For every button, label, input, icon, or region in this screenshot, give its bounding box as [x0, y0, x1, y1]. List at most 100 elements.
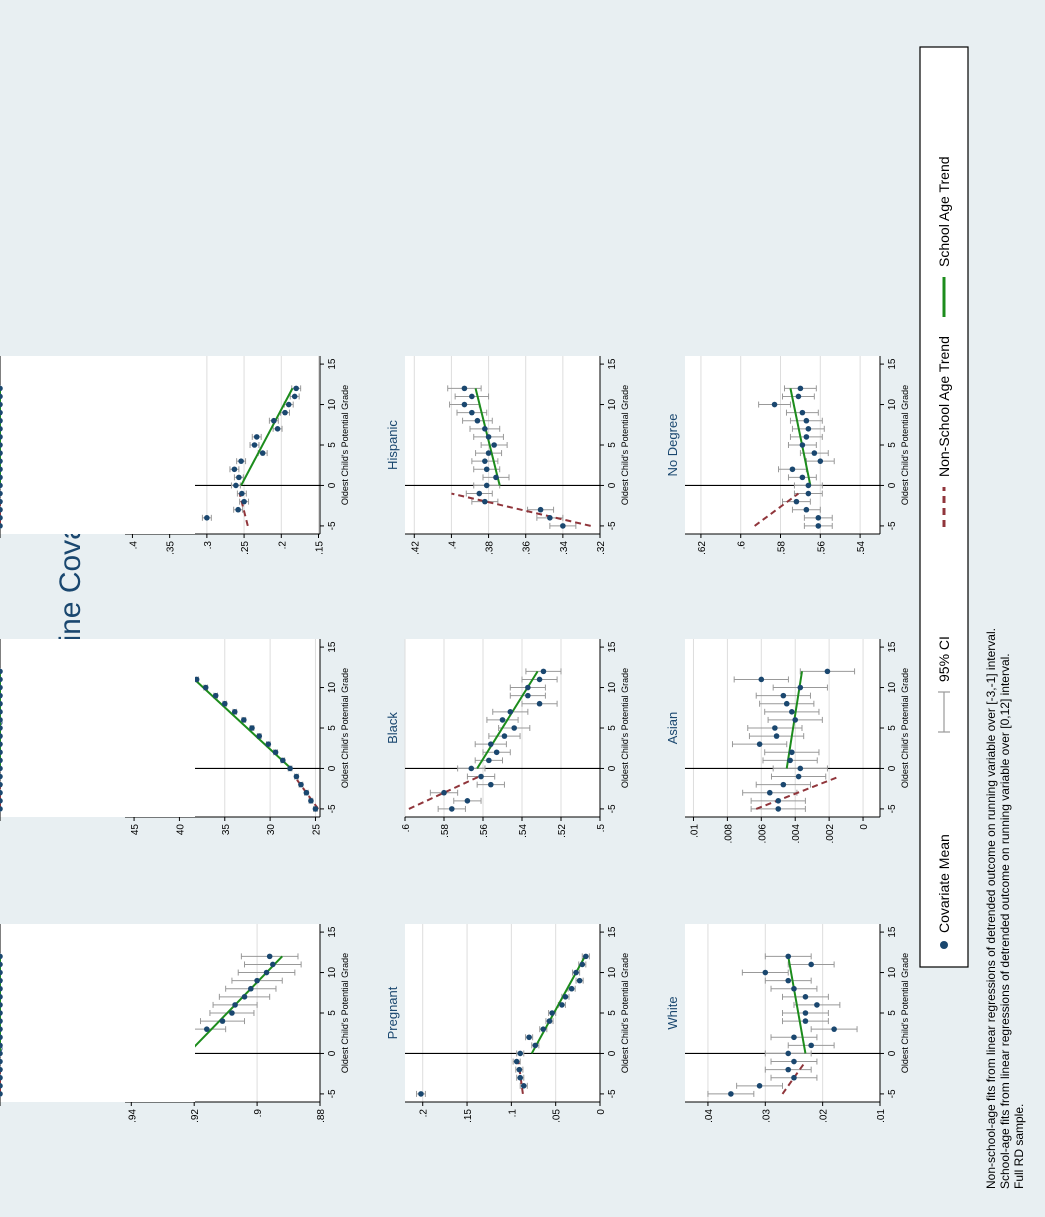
data-point — [501, 733, 508, 739]
panel-asian: Asian 0 .002 .004 .006 .008 .01 -5 0 5 10 15 Oldest … — [665, 639, 910, 843]
y-tick-label: .01 — [876, 1109, 887, 1123]
data-point — [791, 1034, 797, 1041]
data-point — [560, 523, 566, 529]
data-point — [583, 953, 589, 960]
y-tick-label: .03 — [0, 824, 3, 838]
data-point — [0, 506, 3, 513]
data-point — [805, 490, 812, 497]
data-point — [797, 385, 804, 392]
x-axis-label: Oldest Child's Potential Grade — [340, 385, 350, 505]
x-tick-label: -5 — [607, 804, 618, 813]
data-point — [280, 757, 286, 764]
data-point — [312, 806, 319, 812]
data-point — [0, 442, 3, 448]
y-tick-label: .34 — [0, 1109, 3, 1123]
data-point — [0, 977, 3, 984]
data-point — [272, 749, 279, 756]
y-tick-label: .15 — [315, 541, 326, 555]
data-point — [485, 434, 492, 440]
data-point — [0, 953, 3, 960]
data-point — [202, 684, 209, 691]
y-tick-label: .52 — [557, 824, 568, 838]
data-point — [516, 1066, 523, 1073]
data-point — [568, 985, 575, 992]
x-axis-label: Oldest Child's Potential Grade — [340, 953, 350, 1073]
panel-title: Asian — [665, 712, 680, 745]
data-point — [799, 474, 806, 481]
data-point — [824, 668, 831, 675]
data-point — [0, 798, 3, 804]
data-point — [0, 994, 3, 1000]
data-point — [468, 765, 475, 772]
data-point — [293, 773, 300, 780]
data-point — [0, 717, 3, 723]
data-point — [771, 401, 778, 408]
plot-area — [0, 356, 195, 534]
data-point — [464, 798, 471, 804]
data-point — [758, 676, 765, 683]
data-point — [0, 749, 3, 756]
x-tick-label: -5 — [607, 1089, 618, 1098]
data-point — [756, 1083, 763, 1089]
data-point — [728, 1091, 734, 1097]
school-trend-line — [789, 388, 812, 486]
data-point — [785, 1066, 792, 1073]
data-point — [491, 442, 497, 448]
x-axis-label: Oldest Child's Potential Grade — [620, 385, 630, 505]
x-tick-label: -5 — [887, 1089, 898, 1098]
x-tick-label: 10 — [887, 682, 898, 694]
y-tick-label: .08 — [0, 541, 3, 555]
data-point — [817, 458, 824, 464]
x-tick-label: 5 — [607, 1010, 618, 1016]
data-point — [0, 741, 3, 747]
x-tick-label: 15 — [607, 358, 618, 370]
x-tick-label: -5 — [607, 521, 618, 530]
data-point — [546, 1018, 553, 1024]
data-point — [815, 515, 822, 521]
y-tick-label: .4 — [128, 541, 139, 550]
data-point — [785, 977, 792, 984]
data-point — [0, 709, 3, 715]
y-tick-label: 30 — [266, 824, 277, 836]
y-tick-label: .2 — [419, 1109, 430, 1118]
x-tick-label: 5 — [607, 442, 618, 448]
rotated-figure: RD Baseline Covariates Female.88.9.92.94… — [0, 46, 1026, 1189]
data-point — [799, 409, 806, 416]
data-point — [511, 725, 518, 731]
data-point — [193, 676, 200, 683]
x-tick-label: 10 — [327, 967, 338, 979]
legend-label-school: School Age Trend — [936, 156, 952, 267]
data-point — [285, 401, 292, 408]
x-axis-label: Oldest Child's Potential Grade — [620, 668, 630, 788]
data-point — [0, 692, 3, 699]
data-point — [831, 1026, 837, 1032]
data-point — [0, 789, 3, 796]
data-point — [0, 668, 3, 675]
data-point — [449, 806, 455, 812]
data-point — [0, 1002, 3, 1008]
legend-label-ci: 95% CI — [936, 636, 952, 682]
y-tick-label: .36 — [522, 541, 533, 555]
data-point — [756, 741, 763, 747]
y-tick-label: 0 — [596, 1109, 607, 1115]
y-tick-label: .2 — [277, 541, 288, 550]
x-tick-label: -5 — [887, 804, 898, 813]
data-point — [513, 1058, 520, 1065]
data-point — [783, 700, 790, 707]
panel-title: No Degree — [665, 414, 680, 477]
data-point — [0, 961, 3, 968]
data-point — [483, 482, 490, 489]
data-point — [766, 789, 773, 796]
data-point — [0, 1026, 3, 1032]
x-tick-label: 5 — [327, 1010, 338, 1016]
data-point — [270, 961, 276, 968]
data-point — [791, 1058, 797, 1065]
x-tick-label: 5 — [607, 725, 618, 731]
y-tick-label: .008 — [723, 824, 734, 844]
x-tick-label: 10 — [327, 682, 338, 694]
data-point — [266, 953, 273, 960]
y-tick-label: .1 — [507, 1109, 518, 1118]
x-tick-label: 5 — [887, 442, 898, 448]
x-axis-label: Oldest Child's Potential Grade — [900, 668, 910, 788]
